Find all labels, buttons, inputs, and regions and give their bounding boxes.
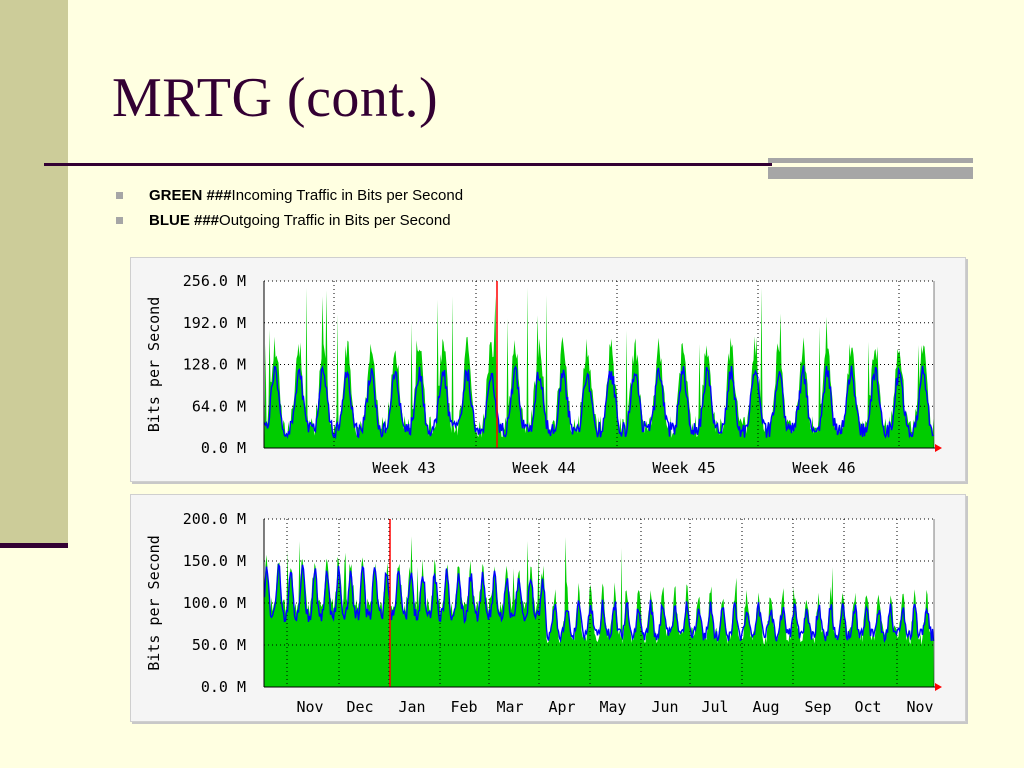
x-tick-label: Week 45 <box>652 459 715 477</box>
bullet-incoming: GREEN ### Incoming Traffic in Bits per S… <box>116 185 463 205</box>
axis-arrow-icon <box>935 683 942 691</box>
x-tick-label: Nov <box>296 698 323 716</box>
x-tick-label: Dec <box>346 698 373 716</box>
bullet-incoming-text: Incoming Traffic in Bits per Second <box>231 186 464 204</box>
x-tick-label: Nov <box>906 698 933 716</box>
x-tick-label: Aug <box>752 698 779 716</box>
bullet-square-icon <box>116 216 123 224</box>
title-divider-accent-bottom <box>768 167 973 179</box>
y-tick-label: 0.0 M <box>201 439 246 457</box>
x-tick-label: May <box>599 698 626 716</box>
x-tick-label: Feb <box>450 698 477 716</box>
title-divider-accent-top <box>768 158 973 163</box>
y-tick-label: 256.0 M <box>183 272 246 290</box>
x-tick-label: Week 46 <box>792 459 855 477</box>
incoming-traffic-area <box>264 536 934 687</box>
y-tick-label: 100.0 M <box>183 594 246 612</box>
left-accent-bar <box>0 0 68 543</box>
axis-arrow-icon <box>935 444 942 452</box>
bullet-outgoing-key: BLUE ### <box>149 211 220 229</box>
x-tick-label: Oct <box>854 698 881 716</box>
title-divider <box>44 163 772 166</box>
monthly-traffic-chart: 200.0 M 150.0 M 100.0 M 50.0 M 0.0 M Nov Dec Ja… <box>145 510 942 716</box>
y-tick-label: 0.0 M <box>201 678 246 696</box>
y-tick-label: 192.0 M <box>183 314 246 332</box>
x-tick-label: Week 43 <box>372 459 435 477</box>
y-axis-label: Bits per Second <box>145 535 163 670</box>
bullet-square-icon <box>116 191 123 199</box>
x-tick-label: Jan <box>398 698 425 716</box>
slide-title: MRTG (cont.) <box>112 67 439 129</box>
y-tick-label: 128.0 M <box>183 356 246 374</box>
x-tick-label: Jul <box>701 698 728 716</box>
left-accent-rule <box>0 543 68 548</box>
x-tick-label: Sep <box>804 698 831 716</box>
y-tick-label: 200.0 M <box>183 510 246 528</box>
x-tick-label: Week 44 <box>512 459 575 477</box>
y-axis-label: Bits per Second <box>145 297 163 432</box>
x-tick-label: Jun <box>651 698 678 716</box>
bullet-outgoing-text: Outgoing Traffic in Bits per Second <box>219 211 451 229</box>
outgoing-traffic-line <box>263 563 935 643</box>
y-tick-label: 150.0 M <box>183 552 246 570</box>
x-tick-label: Apr <box>548 698 575 716</box>
y-tick-label: 50.0 M <box>192 636 246 654</box>
weekly-chart-panel: 256.0 M 192.0 M 128.0 M 64.0 M 0.0 M Week 43 W… <box>130 257 966 482</box>
outgoing-traffic-line <box>263 365 934 440</box>
y-tick-label: 64.0 M <box>192 397 246 415</box>
x-tick-label: Mar <box>496 698 523 716</box>
weekly-traffic-chart: 256.0 M 192.0 M 128.0 M 64.0 M 0.0 M Week 43 W… <box>145 272 942 477</box>
monthly-chart-panel: 200.0 M 150.0 M 100.0 M 50.0 M 0.0 M Nov Dec Ja… <box>130 494 966 722</box>
bullet-incoming-key: GREEN ### <box>149 186 232 204</box>
bullet-outgoing: BLUE ### Outgoing Traffic in Bits per Se… <box>116 210 451 230</box>
